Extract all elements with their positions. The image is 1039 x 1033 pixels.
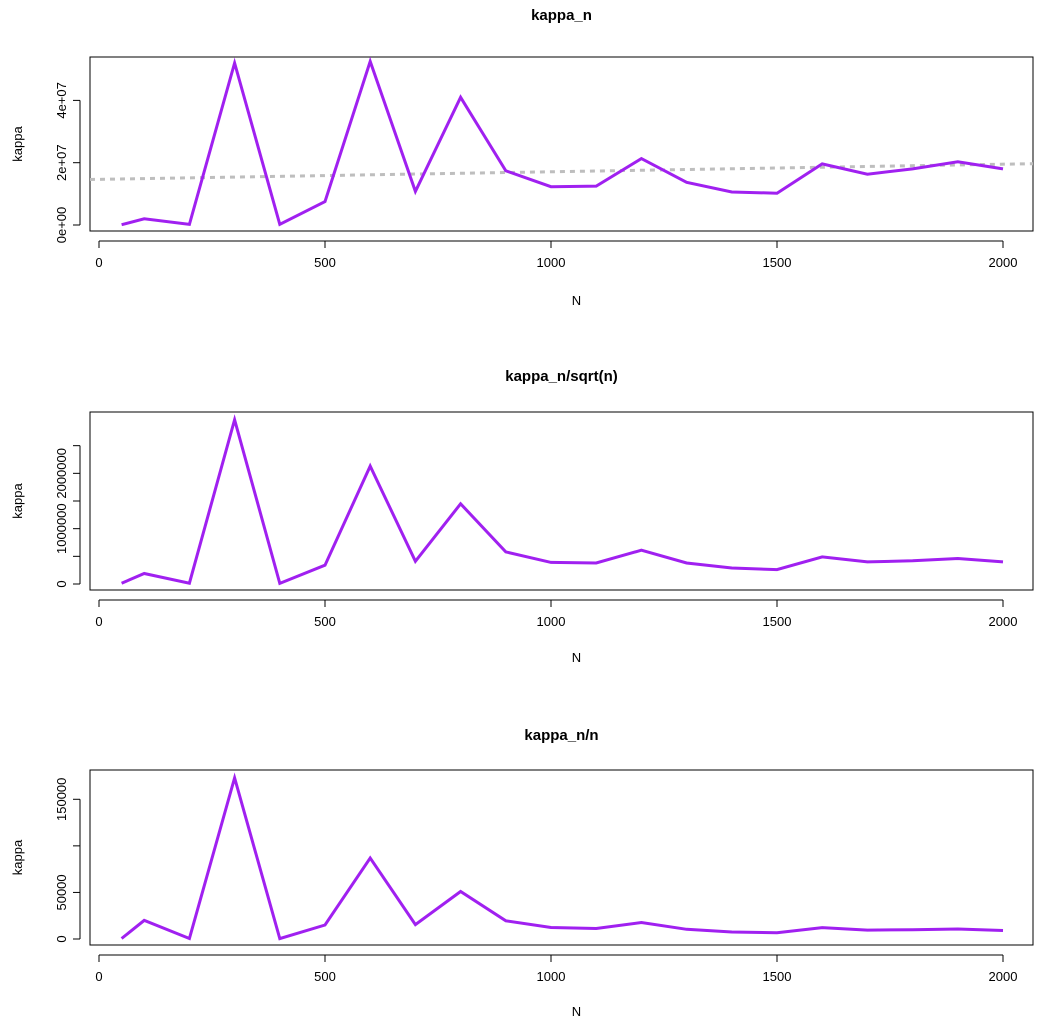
y-tick-label: 50000: [54, 874, 69, 910]
y-tick-label: 0: [54, 935, 69, 942]
chart-panel-2: kappa_n/sqrt(n) 0 500 1000 1500 2000 N 0 1000000…: [10, 368, 1034, 665]
y-tick-label: 0e+00: [54, 207, 69, 244]
chart-title: kappa_n: [531, 7, 592, 24]
x-tick-label: 1000: [537, 255, 566, 270]
y-tick-label: 1000000: [54, 503, 69, 554]
chart-panel-3: kappa_n/n 0 500 1000 1500 2000 N 0 50000 150000 ka…: [10, 727, 1034, 1019]
x-tick-label: 500: [314, 255, 336, 270]
reference-line: [90, 162, 1033, 181]
chart-panel-1: kappa_n 0 500 1000 1500 2000 N 0e+00 2e+07 4e+07 k…: [10, 7, 1034, 308]
x-tick-label: 1000: [537, 969, 566, 984]
y-axis-label: kappa: [10, 839, 25, 875]
x-tick-label: 1500: [763, 614, 792, 629]
series-line: [121, 414, 1004, 586]
x-tick-label: 2000: [989, 255, 1018, 270]
x-tick-label: 2000: [989, 614, 1018, 629]
chart-title: kappa_n/sqrt(n): [505, 368, 618, 385]
chart-title: kappa_n/n: [524, 727, 598, 744]
x-tick-label: 0: [95, 969, 102, 984]
x-tick-label: 0: [95, 255, 102, 270]
series-line: [120, 772, 1004, 941]
y-tick-label: 4e+07: [54, 82, 69, 119]
y-tick-label: 150000: [54, 778, 69, 821]
x-axis-label: N: [572, 650, 581, 665]
x-axis-label: N: [572, 1004, 581, 1019]
y-tick-label: 2000000: [54, 448, 69, 499]
plot-frame: [89, 56, 1034, 232]
x-tick-label: 500: [314, 969, 336, 984]
x-tick-label: 0: [95, 614, 102, 629]
y-tick-label: 2e+07: [54, 144, 69, 181]
x-axis-label: N: [572, 293, 581, 308]
series-line: [121, 57, 1004, 227]
y-axis-label: kappa: [10, 126, 25, 162]
x-tick-label: 2000: [989, 969, 1018, 984]
y-axis-label: kappa: [10, 483, 25, 519]
plot-frame: [89, 769, 1034, 946]
x-tick-label: 500: [314, 614, 336, 629]
y-tick-label: 0: [54, 580, 69, 587]
x-tick-label: 1500: [763, 255, 792, 270]
plot-frame: [89, 411, 1034, 591]
x-tick-label: 1000: [537, 614, 566, 629]
x-tick-label: 1500: [763, 969, 792, 984]
